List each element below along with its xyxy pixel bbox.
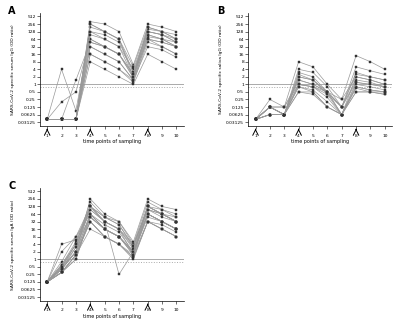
X-axis label: time points of sampling: time points of sampling xyxy=(291,139,349,144)
Y-axis label: SARS-CoV-2 specific saliva IgG (OD ratio): SARS-CoV-2 specific saliva IgG (OD ratio… xyxy=(219,25,223,114)
X-axis label: time points of sampling: time points of sampling xyxy=(83,314,141,319)
Text: C: C xyxy=(8,181,16,191)
Y-axis label: SARS-CoV-2 specific serum IgA (OD ratio): SARS-CoV-2 specific serum IgA (OD ratio) xyxy=(11,199,15,289)
Text: A: A xyxy=(8,6,16,16)
X-axis label: time points of sampling: time points of sampling xyxy=(83,139,141,144)
Text: B: B xyxy=(217,6,224,16)
Y-axis label: SARS-CoV-2 specific serum IgG (OD ratio): SARS-CoV-2 specific serum IgG (OD ratio) xyxy=(11,24,15,115)
